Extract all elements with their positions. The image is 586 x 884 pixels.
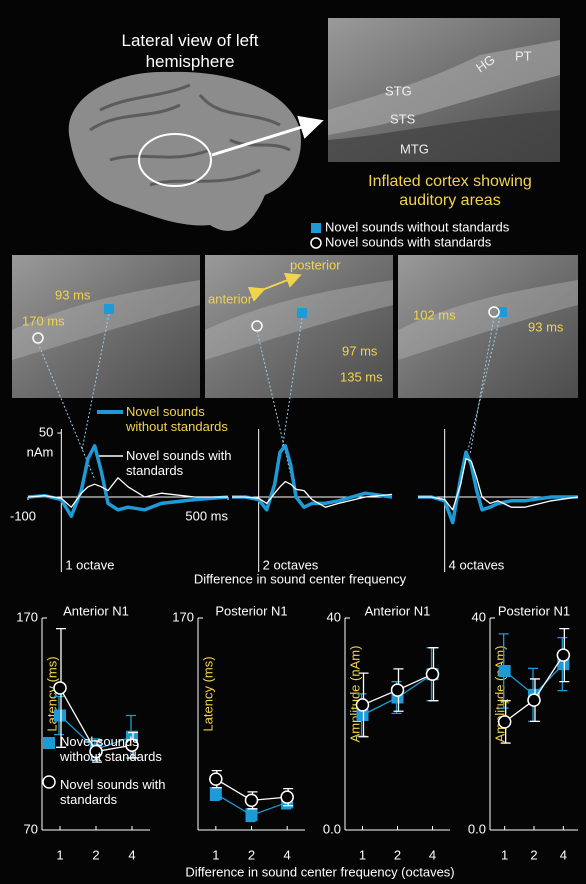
x-tick-label: 1 <box>359 847 366 862</box>
legend-label: Novel sounds with standards <box>325 234 492 249</box>
x-tick-label: 1 <box>56 847 63 862</box>
map-label: 135 ms <box>340 369 383 384</box>
x-tick-label: 500 ms <box>185 508 228 523</box>
map-label: 102 ms <box>413 307 456 322</box>
marker-square <box>499 665 511 677</box>
area-label: STS <box>390 111 416 126</box>
brain <box>69 72 301 231</box>
x-tick-label: 4 <box>429 847 436 862</box>
marker-circle <box>281 791 293 803</box>
x-tick-label: 4 <box>560 847 567 862</box>
x-tick-label: -100 <box>10 508 36 523</box>
marker-circle <box>427 668 439 680</box>
marker-circle <box>499 716 511 728</box>
y-tick-label: 70 <box>24 821 38 836</box>
legend-label: Novel sounds with standards <box>60 777 170 807</box>
x-tick-label: 2 <box>394 847 401 862</box>
x-tick-label: 2 <box>530 847 537 862</box>
marker-circle <box>392 684 404 696</box>
legend-label: Novel sounds without standards <box>126 404 244 434</box>
legend-circle <box>311 238 321 248</box>
marker-circle <box>528 694 540 706</box>
legend-label: Novel sounds without standards <box>325 219 510 234</box>
y-tick-label: 40 <box>472 609 486 624</box>
area-label: PT <box>515 48 532 63</box>
panel-title: Posterior N1 <box>498 603 570 618</box>
x-tick-label: 4 <box>284 847 291 862</box>
legend-square <box>43 737 55 749</box>
waveform <box>28 478 228 507</box>
map-label: 170 ms <box>22 313 65 328</box>
x-tick-label: 1 <box>212 847 219 862</box>
marker-square <box>210 788 222 800</box>
area-label: MTG <box>400 141 429 156</box>
y-tick-label: 40 <box>327 609 341 624</box>
area-label: STG <box>385 83 412 98</box>
x-tick-label: 1 <box>501 847 508 862</box>
panel-title: 4 octaves <box>449 557 505 572</box>
y-tick-label: 0.0 <box>323 821 341 836</box>
marker-circle <box>357 699 369 711</box>
panel-title: Posterior N1 <box>215 603 287 618</box>
legend-circle <box>43 776 55 788</box>
y-tick-label: 170 <box>16 609 38 624</box>
marker-square <box>54 710 66 722</box>
y-axis-label: Latency (ms) <box>200 656 215 731</box>
x-title: Difference in sound center frequency (oc… <box>185 864 454 879</box>
marker-square <box>104 304 114 314</box>
map-label: posterior <box>290 257 341 272</box>
panel-title: 1 octave <box>65 557 114 572</box>
panel-title: Anterior N1 <box>365 603 431 618</box>
x-title: Difference in sound center frequency <box>194 571 407 586</box>
brain-caption: Lateral view of left hemisphere <box>110 30 270 72</box>
marker-circle <box>54 682 66 694</box>
y-tick-label: 0.0 <box>468 821 486 836</box>
x-tick-label: 4 <box>128 847 135 862</box>
y-tick-label: 50 <box>39 424 53 439</box>
inflated-caption: Inflated cortex showing auditory areas <box>345 172 555 210</box>
y-tick-label: 170 <box>172 609 194 624</box>
marker-square <box>246 809 258 821</box>
map-label: anterior <box>208 291 253 306</box>
marker-circle <box>557 649 569 661</box>
panel-title: Anterior N1 <box>63 603 129 618</box>
marker-circle <box>246 794 258 806</box>
legend-label: Novel sounds with standards <box>126 448 236 478</box>
map-label: 93 ms <box>528 319 564 334</box>
series-line <box>505 655 564 722</box>
waveform <box>418 452 578 522</box>
annotation: ** <box>500 696 510 711</box>
panel-title: 2 octaves <box>263 557 319 572</box>
map-label: 93 ms <box>55 287 91 302</box>
legend-square <box>311 223 321 233</box>
y-axis-label: nAm <box>27 444 54 459</box>
map-label: 97 ms <box>342 343 378 358</box>
marker-circle <box>210 773 222 785</box>
marker-square <box>297 308 307 318</box>
x-tick-label: 2 <box>92 847 99 862</box>
legend-label: Novel sounds without standards <box>60 734 178 764</box>
figure: HG PT STG STS MTG Novel sounds without s… <box>0 0 586 884</box>
x-tick-label: 2 <box>248 847 255 862</box>
